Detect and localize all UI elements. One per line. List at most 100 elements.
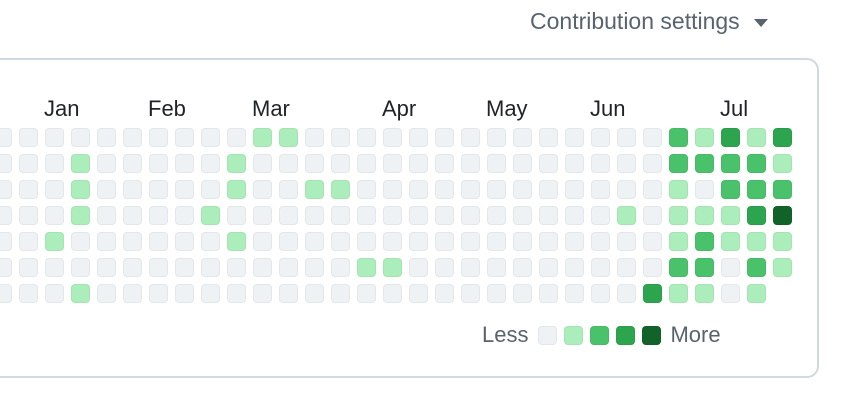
- contribution-day-cell[interactable]: [45, 206, 64, 225]
- contribution-day-cell[interactable]: [435, 232, 454, 251]
- contribution-day-cell[interactable]: [461, 284, 480, 303]
- contribution-day-cell[interactable]: [487, 284, 506, 303]
- contribution-day-cell[interactable]: [149, 258, 168, 277]
- contribution-day-cell[interactable]: [669, 232, 688, 251]
- contribution-day-cell[interactable]: [721, 232, 740, 251]
- contribution-day-cell[interactable]: [0, 128, 12, 147]
- contribution-day-cell[interactable]: [227, 154, 246, 173]
- contribution-day-cell[interactable]: [305, 258, 324, 277]
- contribution-day-cell[interactable]: [45, 232, 64, 251]
- contribution-day-cell[interactable]: [695, 284, 714, 303]
- contribution-day-cell[interactable]: [97, 206, 116, 225]
- contribution-day-cell[interactable]: [357, 180, 376, 199]
- contribution-day-cell[interactable]: [175, 258, 194, 277]
- contribution-day-cell[interactable]: [617, 232, 636, 251]
- contribution-day-cell[interactable]: [565, 128, 584, 147]
- contribution-day-cell[interactable]: [591, 180, 610, 199]
- contribution-settings-button[interactable]: Contribution settings: [530, 8, 768, 35]
- contribution-day-cell[interactable]: [45, 284, 64, 303]
- contribution-day-cell[interactable]: [591, 232, 610, 251]
- contribution-day-cell[interactable]: [201, 232, 220, 251]
- contribution-day-cell[interactable]: [669, 258, 688, 277]
- contribution-day-cell[interactable]: [71, 258, 90, 277]
- contribution-day-cell[interactable]: [227, 180, 246, 199]
- contribution-day-cell[interactable]: [669, 128, 688, 147]
- contribution-day-cell[interactable]: [201, 284, 220, 303]
- contribution-day-cell[interactable]: [669, 180, 688, 199]
- contribution-day-cell[interactable]: [71, 284, 90, 303]
- contribution-day-cell[interactable]: [253, 284, 272, 303]
- contribution-day-cell[interactable]: [123, 206, 142, 225]
- contribution-day-cell[interactable]: [201, 128, 220, 147]
- contribution-day-cell[interactable]: [513, 284, 532, 303]
- contribution-day-cell[interactable]: [513, 206, 532, 225]
- contribution-day-cell[interactable]: [383, 258, 402, 277]
- contribution-day-cell[interactable]: [539, 128, 558, 147]
- contribution-day-cell[interactable]: [305, 128, 324, 147]
- contribution-day-cell[interactable]: [97, 284, 116, 303]
- contribution-day-cell[interactable]: [0, 180, 12, 199]
- contribution-day-cell[interactable]: [591, 128, 610, 147]
- contribution-day-cell[interactable]: [253, 154, 272, 173]
- contribution-day-cell[interactable]: [123, 154, 142, 173]
- contribution-day-cell[interactable]: [747, 154, 766, 173]
- contribution-day-cell[interactable]: [227, 128, 246, 147]
- contribution-day-cell[interactable]: [97, 154, 116, 173]
- contribution-day-cell[interactable]: [19, 258, 38, 277]
- contribution-day-cell[interactable]: [409, 232, 428, 251]
- contribution-day-cell[interactable]: [383, 232, 402, 251]
- contribution-day-cell[interactable]: [409, 180, 428, 199]
- contribution-day-cell[interactable]: [435, 284, 454, 303]
- contribution-day-cell[interactable]: [331, 258, 350, 277]
- contribution-day-cell[interactable]: [201, 206, 220, 225]
- contribution-day-cell[interactable]: [123, 284, 142, 303]
- contribution-day-cell[interactable]: [331, 232, 350, 251]
- contribution-day-cell[interactable]: [773, 128, 792, 147]
- contribution-day-cell[interactable]: [773, 206, 792, 225]
- contribution-day-cell[interactable]: [773, 180, 792, 199]
- contribution-day-cell[interactable]: [773, 232, 792, 251]
- contribution-day-cell[interactable]: [747, 206, 766, 225]
- contribution-day-cell[interactable]: [71, 232, 90, 251]
- contribution-day-cell[interactable]: [695, 232, 714, 251]
- contribution-day-cell[interactable]: [279, 128, 298, 147]
- contribution-day-cell[interactable]: [19, 284, 38, 303]
- contribution-day-cell[interactable]: [643, 128, 662, 147]
- contribution-day-cell[interactable]: [643, 284, 662, 303]
- contribution-day-cell[interactable]: [539, 154, 558, 173]
- contribution-day-cell[interactable]: [513, 258, 532, 277]
- contribution-day-cell[interactable]: [201, 258, 220, 277]
- contribution-day-cell[interactable]: [45, 154, 64, 173]
- contribution-day-cell[interactable]: [97, 180, 116, 199]
- contribution-day-cell[interactable]: [71, 128, 90, 147]
- contribution-day-cell[interactable]: [565, 284, 584, 303]
- contribution-day-cell[interactable]: [643, 206, 662, 225]
- contribution-day-cell[interactable]: [0, 206, 12, 225]
- contribution-day-cell[interactable]: [617, 206, 636, 225]
- contribution-day-cell[interactable]: [565, 180, 584, 199]
- contribution-day-cell[interactable]: [487, 206, 506, 225]
- contribution-day-cell[interactable]: [643, 154, 662, 173]
- contribution-day-cell[interactable]: [669, 154, 688, 173]
- contribution-day-cell[interactable]: [45, 128, 64, 147]
- contribution-day-cell[interactable]: [175, 128, 194, 147]
- contribution-day-cell[interactable]: [279, 206, 298, 225]
- contribution-day-cell[interactable]: [227, 206, 246, 225]
- contribution-day-cell[interactable]: [175, 206, 194, 225]
- contribution-day-cell[interactable]: [487, 180, 506, 199]
- contribution-day-cell[interactable]: [591, 258, 610, 277]
- contribution-day-cell[interactable]: [773, 258, 792, 277]
- contribution-day-cell[interactable]: [487, 128, 506, 147]
- contribution-day-cell[interactable]: [409, 284, 428, 303]
- contribution-day-cell[interactable]: [695, 258, 714, 277]
- contribution-day-cell[interactable]: [123, 180, 142, 199]
- contribution-day-cell[interactable]: [175, 232, 194, 251]
- contribution-day-cell[interactable]: [435, 180, 454, 199]
- contribution-day-cell[interactable]: [0, 154, 12, 173]
- contribution-day-cell[interactable]: [565, 206, 584, 225]
- contribution-day-cell[interactable]: [123, 232, 142, 251]
- contribution-day-cell[interactable]: [305, 154, 324, 173]
- contribution-day-cell[interactable]: [97, 258, 116, 277]
- contribution-day-cell[interactable]: [513, 154, 532, 173]
- contribution-day-cell[interactable]: [539, 258, 558, 277]
